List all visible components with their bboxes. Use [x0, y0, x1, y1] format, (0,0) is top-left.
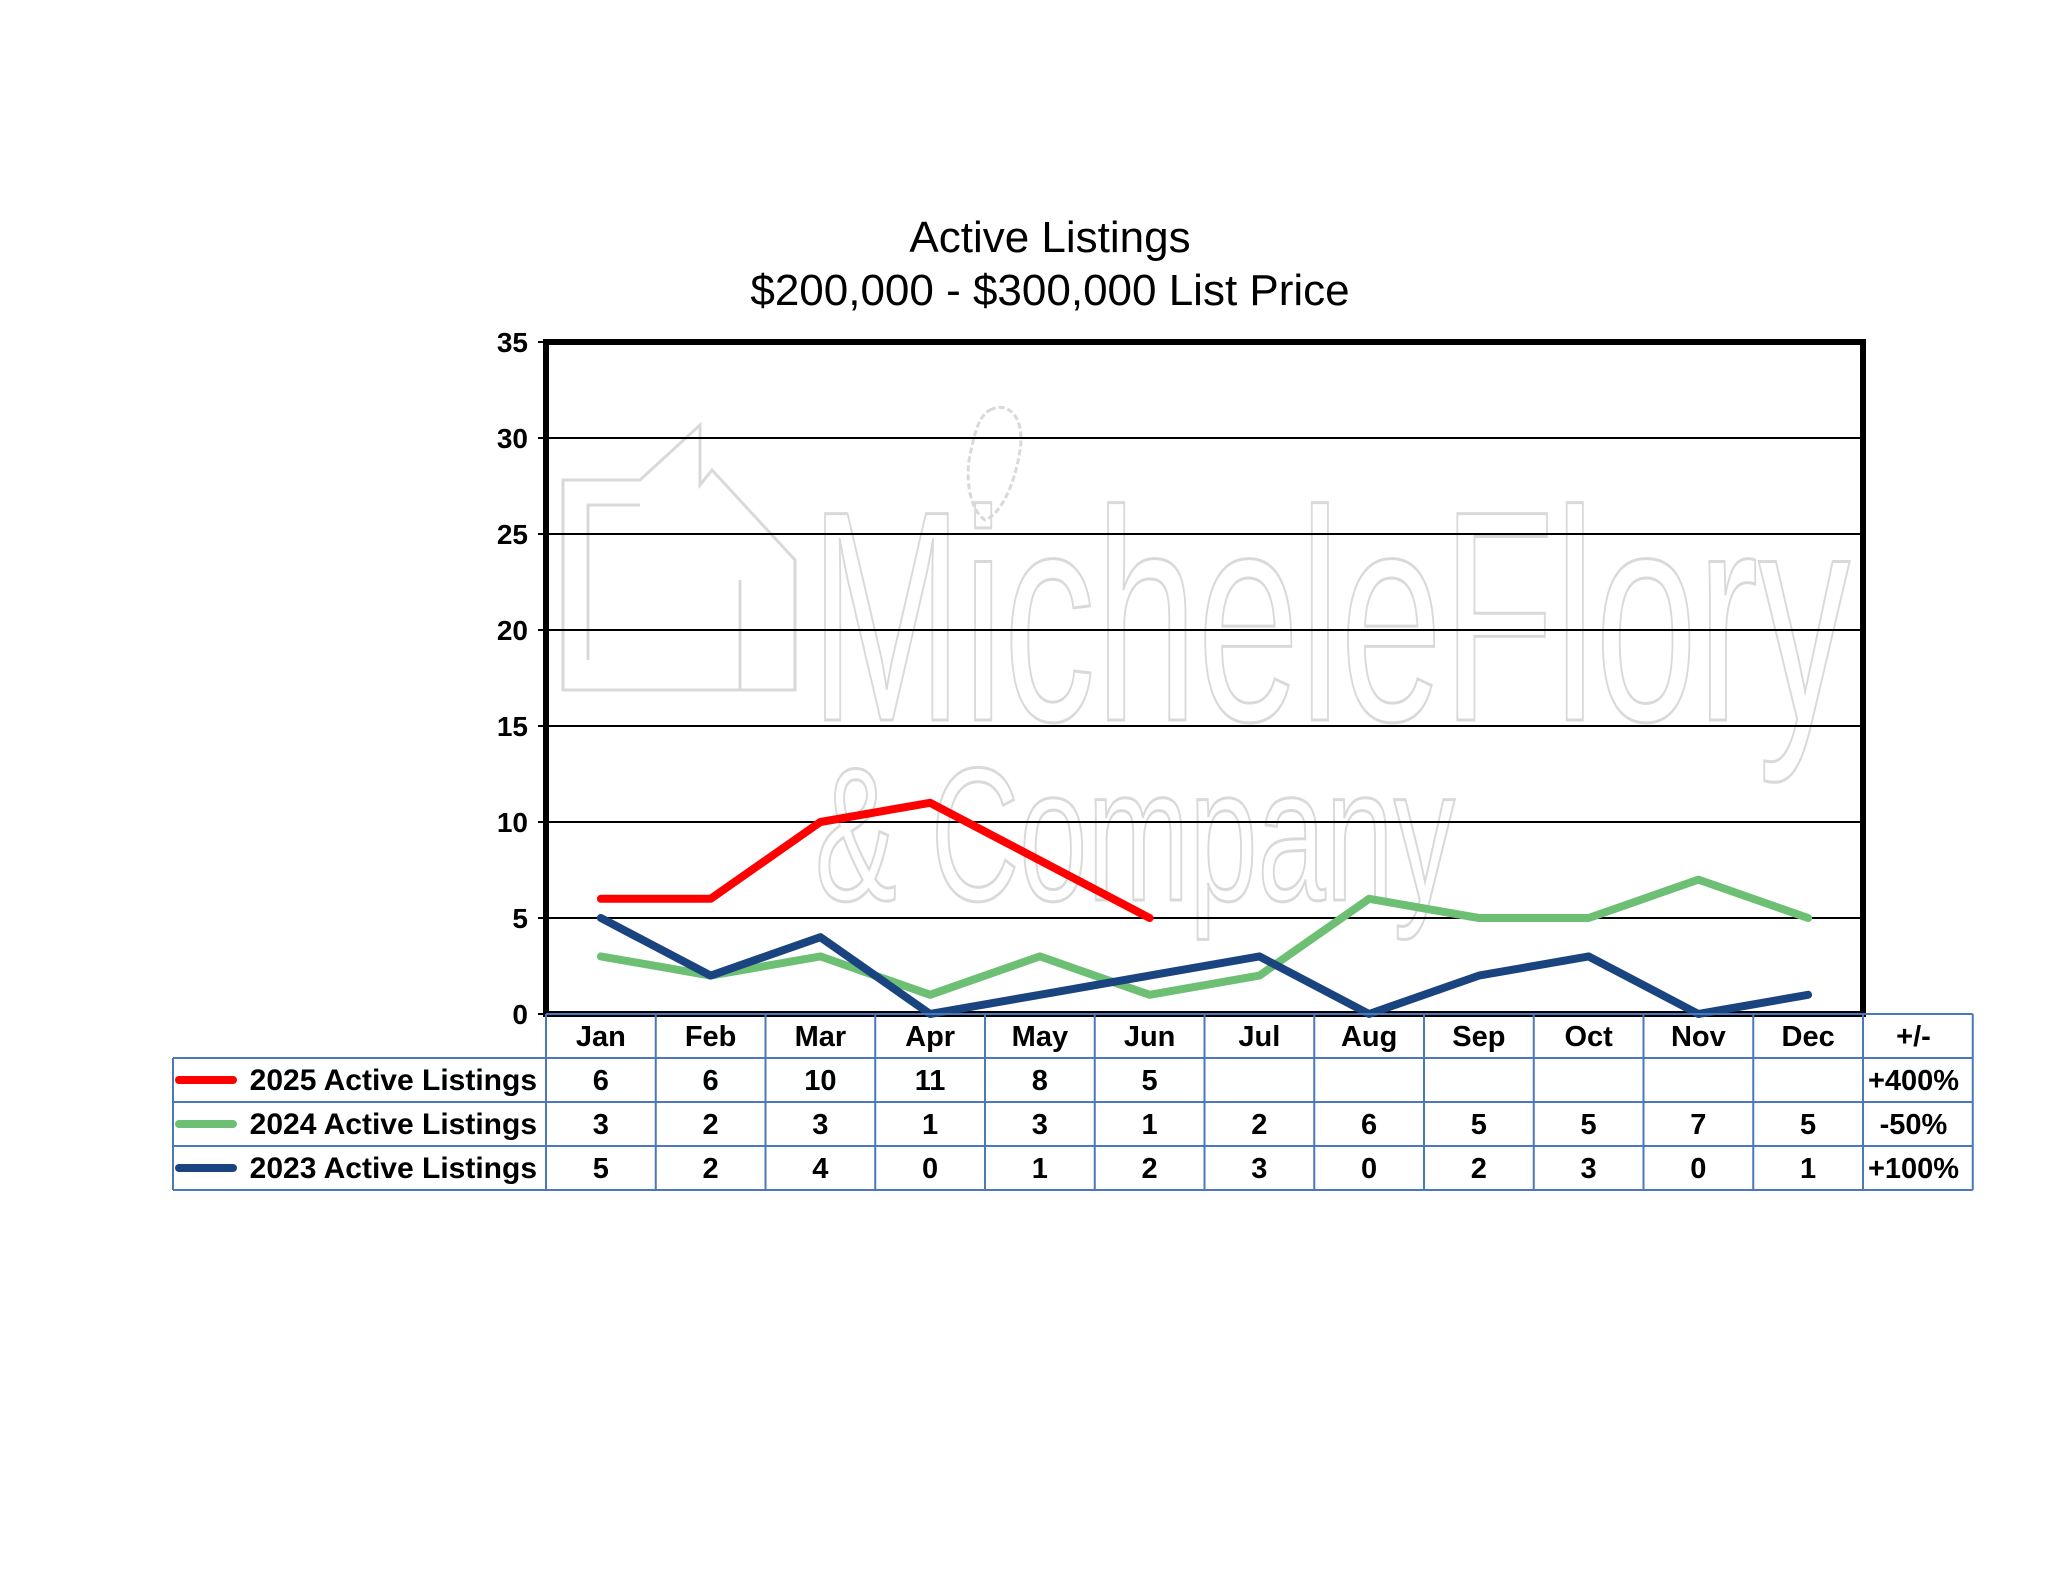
watermark-house-icon [561, 421, 797, 692]
data-label: 1 [1800, 1153, 1816, 1185]
x-tick-label: Jun [1124, 1021, 1176, 1053]
data-label: 5 [1800, 1109, 1816, 1141]
data-label: 3 [1032, 1109, 1048, 1141]
legend-label: 2023 Active Listings [250, 1152, 537, 1185]
data-label: 2 [1251, 1109, 1267, 1141]
x-tick-label: Dec [1782, 1021, 1835, 1053]
y-tick-label: 0 [512, 999, 528, 1030]
y-tick-label: 30 [497, 423, 528, 454]
data-label: 1 [1142, 1109, 1158, 1141]
data-label: 5 [1471, 1109, 1487, 1141]
series-lines [596, 798, 1813, 1018]
data-label: 10 [804, 1065, 836, 1097]
chart-title: Active Listings [909, 213, 1190, 262]
data-label: 5 [1142, 1065, 1158, 1097]
data-label: 1 [922, 1109, 938, 1141]
data-label: 2 [1471, 1153, 1487, 1185]
data-label: 3 [1251, 1153, 1267, 1185]
data-label: 4 [812, 1153, 828, 1185]
x-tick-label: Apr [905, 1021, 955, 1053]
y-tick-label: 35 [497, 327, 528, 358]
watermark-logo: MicheleFlory & Company [561, 406, 1852, 943]
data-label: 1 [1032, 1153, 1048, 1185]
watermark-line1: MicheleFlory [810, 448, 1850, 786]
data-label: 3 [1581, 1153, 1597, 1185]
x-tick-label: Feb [685, 1021, 737, 1053]
data-label: 3 [812, 1109, 828, 1141]
data-label: 2 [1142, 1153, 1158, 1185]
data-label: 2 [703, 1153, 719, 1185]
data-table: Jan Feb Mar Apr May Jun Jul Aug Sep Oct Nov Dec +/- 2… [172, 1013, 1974, 1191]
y-tick-label: 5 [512, 903, 528, 934]
grid [546, 437, 1863, 919]
data-label: 6 [703, 1065, 719, 1097]
y-tick-label: 20 [497, 615, 528, 646]
x-tick-label: May [1012, 1021, 1068, 1053]
x-tick-label: Nov [1671, 1021, 1726, 1053]
legend-label: 2024 Active Listings [250, 1108, 537, 1141]
y-axis: 0 5 10 15 20 25 30 35 [497, 327, 546, 1030]
x-tick-label: Jul [1238, 1021, 1280, 1053]
data-label: 3 [593, 1109, 609, 1141]
data-label: 8 [1032, 1065, 1048, 1097]
x-tick-label: Aug [1341, 1021, 1397, 1053]
data-label: 2 [703, 1109, 719, 1141]
chart-subtitle: $200,000 - $300,000 List Price [750, 266, 1349, 315]
x-tick-label: Sep [1452, 1021, 1505, 1053]
data-label: 11 [915, 1065, 946, 1097]
data-label: 0 [1361, 1153, 1377, 1185]
y-tick-label: 25 [497, 519, 528, 550]
data-label: 5 [1581, 1109, 1597, 1141]
change-header: +/- [1896, 1021, 1931, 1053]
series-line-2 [596, 875, 1813, 999]
watermark-leaf-icon [966, 406, 1023, 522]
legend-label: 2025 Active Listings [250, 1064, 537, 1097]
change-value: +100% [1868, 1153, 1959, 1185]
data-label: 0 [1690, 1153, 1706, 1185]
data-label: 7 [1690, 1109, 1706, 1141]
change-value: +400% [1868, 1065, 1959, 1097]
data-label: 0 [922, 1153, 938, 1185]
series-line-1 [596, 798, 1154, 922]
change-value: -50% [1880, 1109, 1948, 1141]
x-tick-label: Oct [1564, 1021, 1613, 1053]
y-tick-label: 10 [497, 807, 528, 838]
data-label: 6 [1361, 1109, 1377, 1141]
y-tick-label: 15 [497, 711, 528, 742]
data-label: 6 [593, 1065, 609, 1097]
x-tick-label: Jan [576, 1021, 626, 1053]
x-tick-label: Mar [795, 1021, 847, 1053]
series-line-3 [596, 914, 1813, 1018]
data-label: 5 [593, 1153, 609, 1185]
